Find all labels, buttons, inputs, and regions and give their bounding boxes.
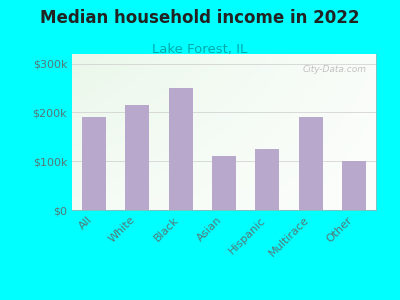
- Bar: [212, 156, 236, 210]
- Text: City-Data.com: City-Data.com: [303, 65, 367, 74]
- Bar: [169, 88, 192, 210]
- Bar: [342, 161, 366, 210]
- Bar: [82, 117, 106, 210]
- Bar: [256, 149, 279, 210]
- Bar: [125, 105, 149, 210]
- Text: Lake Forest, IL: Lake Forest, IL: [152, 44, 248, 56]
- Text: Median household income in 2022: Median household income in 2022: [40, 9, 360, 27]
- Bar: [299, 117, 323, 210]
